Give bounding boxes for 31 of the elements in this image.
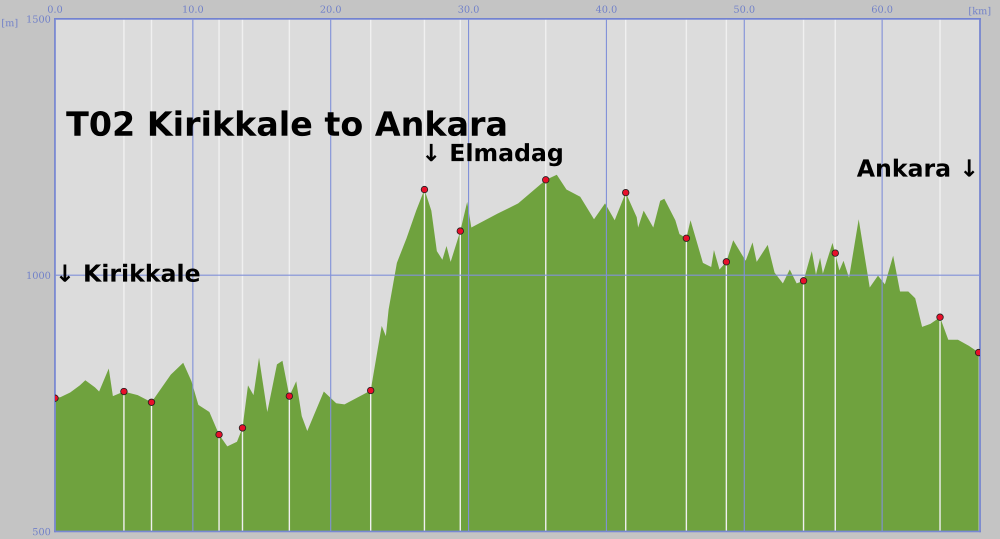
point	[542, 176, 550, 184]
point	[682, 234, 690, 242]
point	[722, 258, 730, 266]
point	[420, 186, 428, 194]
annotation: ↓ Elmadag	[426, 143, 562, 166]
point	[148, 398, 156, 406]
x-axis-title: [km]	[969, 6, 990, 16]
y-tick-label: 500	[33, 528, 50, 536]
annotation: Ankara ↓	[856, 158, 975, 177]
text: T02 Kirikkale to Ankara	[66, 110, 506, 136]
y-tick-label: 1000	[27, 272, 50, 279]
x-tick-label: 60.0	[872, 5, 892, 13]
y-axis-title: [m]	[2, 18, 18, 28]
annotation: ↓ Kirikkale	[60, 264, 200, 282]
point	[832, 249, 839, 257]
y-tick-label: 1500	[27, 15, 50, 23]
x-tick-label: 0.0	[48, 5, 62, 13]
point	[120, 388, 128, 396]
point	[936, 314, 944, 321]
point	[238, 424, 246, 432]
point	[456, 227, 464, 235]
x-tick-label: 20.0	[320, 5, 341, 13]
point	[286, 392, 294, 400]
point	[622, 188, 630, 196]
x-tick-label: 30.0	[458, 5, 479, 13]
point	[215, 430, 223, 438]
point	[800, 277, 808, 284]
x-tick-label: 50.0	[734, 5, 754, 13]
x-tick-label: 10.0	[183, 5, 204, 13]
point	[367, 386, 374, 394]
x-tick-label: 40.0	[596, 5, 617, 13]
